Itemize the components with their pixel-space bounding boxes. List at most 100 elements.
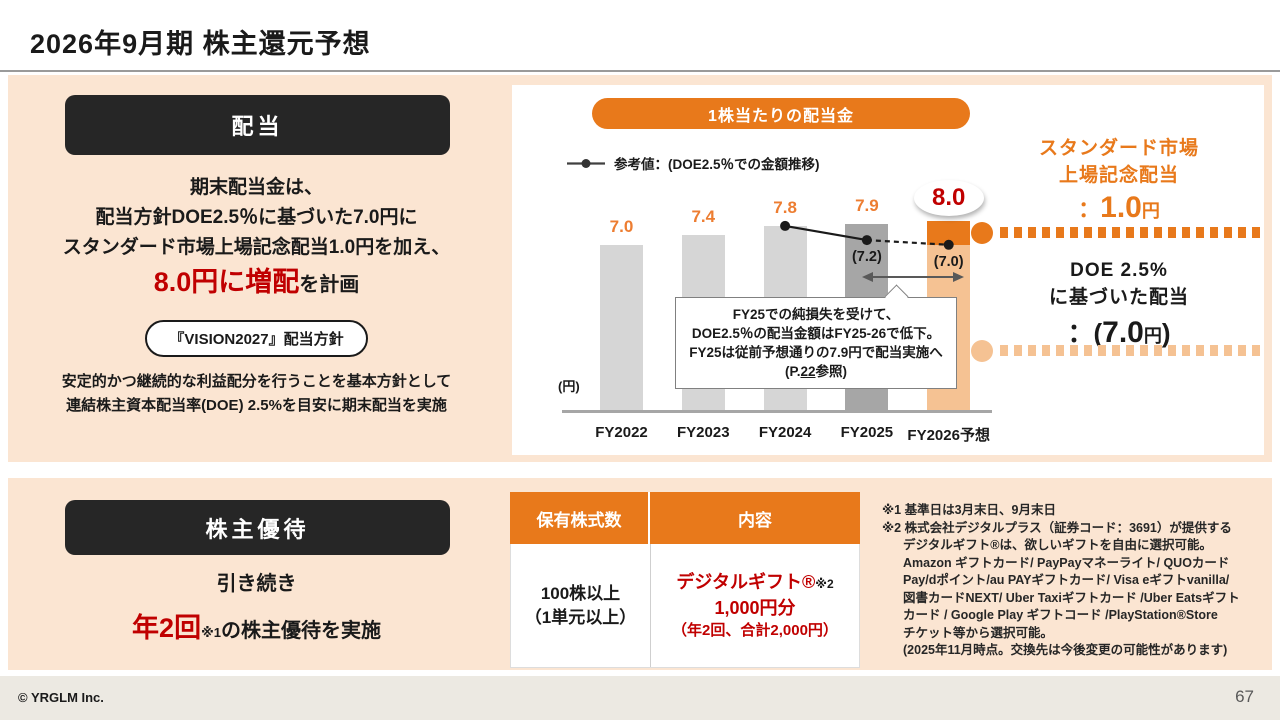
shares-held-line1: 100株以上 (540, 583, 621, 603)
chart-callout: FY25での純損失を受けて、 DOE2.5％の配当金額はFY25-26で低下。 … (675, 284, 957, 389)
cell-contents: デジタルギフト®※2 1,000円分 （年2回、合計2,000円） (651, 544, 859, 667)
footnote-line: Amazon ギフトカード/ PayPayマネーライト/ QUOカード (903, 555, 1230, 570)
contents-line1: デジタルギフト®※2 (676, 570, 833, 596)
legend-marker-icon (567, 158, 605, 168)
commemorative-level-dot (971, 222, 993, 244)
doe-value-suffix: ) (1161, 318, 1171, 348)
dividend-summary-line4: 8.0円に増配を計画 (8, 263, 505, 304)
callout-pageref-suffix: 参照) (815, 364, 848, 379)
dividend-summary-line2: 配当方針DOE2.5％に基づいた7.0円に (95, 207, 418, 228)
footnote-line: カード / Google Play ギフトコード /PlayStation®St… (903, 608, 1218, 622)
reference-value-label: (7.2) (851, 249, 882, 266)
chart-legend: 参考値：(DOE2.5％での金額推移) (567, 153, 820, 173)
callout-line4: (P.22参照) (678, 362, 954, 381)
benefit-summary-line2: 年2回※1の株主優待を実施 (8, 606, 505, 645)
axis-unit-label: (円) (558, 379, 580, 394)
benefit-table-header: 保有株式数 内容 (510, 492, 860, 544)
dividend-summary: 期末配当金は、 配当方針DOE2.5％に基づいた7.0円に スタンダード市場上場… (8, 173, 505, 418)
footnotes: ※1 基準日は3月末日、9月末日 ※2 株式会社デジタルプラス（証券コード：369… (882, 502, 1272, 660)
header-shares-held: 保有株式数 (510, 492, 650, 544)
footnote-line: Pay/dポイント/au PAYギフトカード/ Visa eギフトvanilla… (903, 573, 1230, 587)
doe-level-dot (971, 340, 993, 362)
doe-dividend-block: DOE 2.5% に基づいた配当 ：(7.0円) (974, 257, 1264, 350)
commemorative-value: ：1.0円 (974, 191, 1264, 225)
cell-shares-held: 100株以上 （1単元以上） (511, 544, 651, 667)
footnote-line: 図書カードNEXT/ Uber Taxiギフトカード /Uber Eatsギフト (903, 590, 1240, 605)
bar-value-label: 7.8 (773, 198, 797, 217)
vision2027-policy-pill: 『VISION2027』配当方針 (145, 320, 368, 357)
benefit-summary-line1: 引き続き (216, 573, 297, 595)
commemorative-value-number: 1.0 (1100, 191, 1142, 224)
callout-line3: FY25は従前予想通りの7.9円で配当実施へ (689, 345, 943, 360)
range-arrow-icon (862, 272, 964, 282)
dividend-increase-highlight: 8.0円に増配 (153, 267, 300, 297)
benefit-table: 保有株式数 内容 100株以上 （1単元以上） デジタルギフト®※2 1,000… (510, 492, 860, 668)
x-axis-line (562, 410, 992, 413)
dividend-policy-line2: 連結株主資本配当率(DOE) 2.5%を目安に期末配当を実施 (66, 397, 447, 414)
callout-pageref-prefix: (P. (784, 364, 801, 379)
commemorative-title-line2: 上場記念配当 (1058, 165, 1179, 186)
header-contents: 内容 (738, 510, 772, 530)
dividend-panel: 配当 期末配当金は、 配当方針DOE2.5％に基づいた7.0円に スタンダード市… (8, 75, 1272, 462)
dividend-policy-line1: 安定的かつ継続的な利益配分を行うことを基本方針として (61, 373, 452, 390)
x-axis-label: FY2022 (595, 424, 648, 441)
dividend-label-text: 配当 (231, 114, 284, 139)
doe-value-number: 7.0 (1102, 316, 1144, 349)
callout-line1: FY25での純損失を受けて、 (732, 307, 900, 322)
bar-value-label: 7.9 (855, 196, 879, 215)
dividend-summary-line1: 期末配当金は、 (189, 177, 323, 198)
doe-dotted-line (1000, 345, 1260, 356)
benefit-summary-suffix: の株主優待を実施 (220, 620, 381, 642)
footnote-line: ※1 基準日は3月末日、9月末日 (882, 503, 1056, 517)
dividend-increase-suffix: を計画 (299, 274, 360, 296)
title-divider (0, 70, 1280, 72)
dividend-summary-line3: スタンダード市場上場記念配当1.0円を加え、 (62, 237, 451, 258)
contents-line3: （年2回、合計2,000円） (672, 621, 838, 639)
commemorative-value-unit: 円 (1141, 201, 1160, 221)
footnote-line: (2025年11月時点。交換先は今後変更の可能性があります) (903, 643, 1228, 657)
benefit-summary: 引き続き 年2回※1の株主優待を実施 (8, 570, 505, 645)
page-ref-link[interactable]: 22 (800, 364, 816, 379)
benefit-label-text: 株主優待 (205, 516, 310, 542)
copyright: © YRGLM Inc. (18, 690, 104, 705)
footnote-line: ※2 株式会社デジタルプラス（証券コード：3691）が提供する (882, 520, 1232, 535)
dividend-policy-text: 安定的かつ継続的な利益配分を行うことを基本方針として 連結株主資本配当率(DOE… (8, 370, 505, 418)
footnote-line: デジタルギフト®は、欲しいギフトを自由に選択可能。 (903, 538, 1212, 552)
shareholder-benefit-panel: 株主優待 引き続き 年2回※1の株主優待を実施 保有株式数 内容 100株以上 … (8, 478, 1272, 670)
doe-title-line1: DOE 2.5% (1070, 260, 1168, 281)
commemorative-value-prefix: ： (1078, 197, 1101, 222)
x-axis-label: FY2023 (677, 424, 730, 441)
footer-bar: © YRGLM Inc. 67 (0, 676, 1280, 720)
dividend-section-label: 配当 (65, 95, 450, 155)
footnote-line: チケット等から選択可能。 (903, 625, 1054, 640)
commemorative-dotted-line (1000, 227, 1260, 238)
dividend-chart-card: 1株当たりの配当金 参考値：(DOE2.5％での金額推移) (円) 8.0 FY… (512, 85, 1264, 455)
doe-value-prefix: ：( (1067, 318, 1103, 348)
x-axis-label: FY2024 (758, 424, 812, 441)
page-number: 67 (1235, 687, 1254, 706)
callout-line2: DOE2.5％の配当金額はFY25-26で低下。 (691, 326, 941, 341)
doe-value-unit: 円 (1143, 326, 1162, 346)
shares-held-line2: （1単元以上） (524, 607, 637, 627)
doe-value: ：(7.0円) (974, 313, 1264, 350)
bar-value-label: 7.0 (609, 217, 634, 236)
contents-line2: 1,000円分 (714, 597, 796, 618)
chart-bar-commemorative (927, 221, 971, 245)
legend-label: 参考値：(DOE2.5％での金額推移) (614, 157, 820, 172)
reference-value-label: (7.0) (933, 253, 964, 270)
benefit-table-row: 100株以上 （1単元以上） デジタルギフト®※2 1,000円分 （年2回、合… (510, 544, 860, 668)
gift-note-ref: ※2 (815, 576, 834, 591)
fy2026-dps-badge: 8.0 (913, 180, 984, 216)
commemorative-dividend-block: スタンダード市場 上場記念配当 ：1.0円 (974, 135, 1264, 225)
doe-title-line2: に基づいた配当 (1048, 287, 1189, 308)
page-title: 2026年9月期 株主還元予想 (30, 29, 371, 59)
chart-title-pill: 1株当たりの配当金 (592, 98, 970, 129)
x-axis-label: FY2026予想 (907, 427, 990, 444)
gift-name: デジタルギフト® (676, 571, 816, 592)
benefit-note-ref: ※1 (201, 625, 221, 640)
x-axis-label: FY2025 (840, 424, 894, 441)
benefit-section-label: 株主優待 (65, 500, 450, 555)
benefit-frequency-highlight: 年2回 (132, 613, 202, 643)
bar-value-label: 7.4 (691, 207, 716, 226)
chart-bar (600, 245, 643, 410)
